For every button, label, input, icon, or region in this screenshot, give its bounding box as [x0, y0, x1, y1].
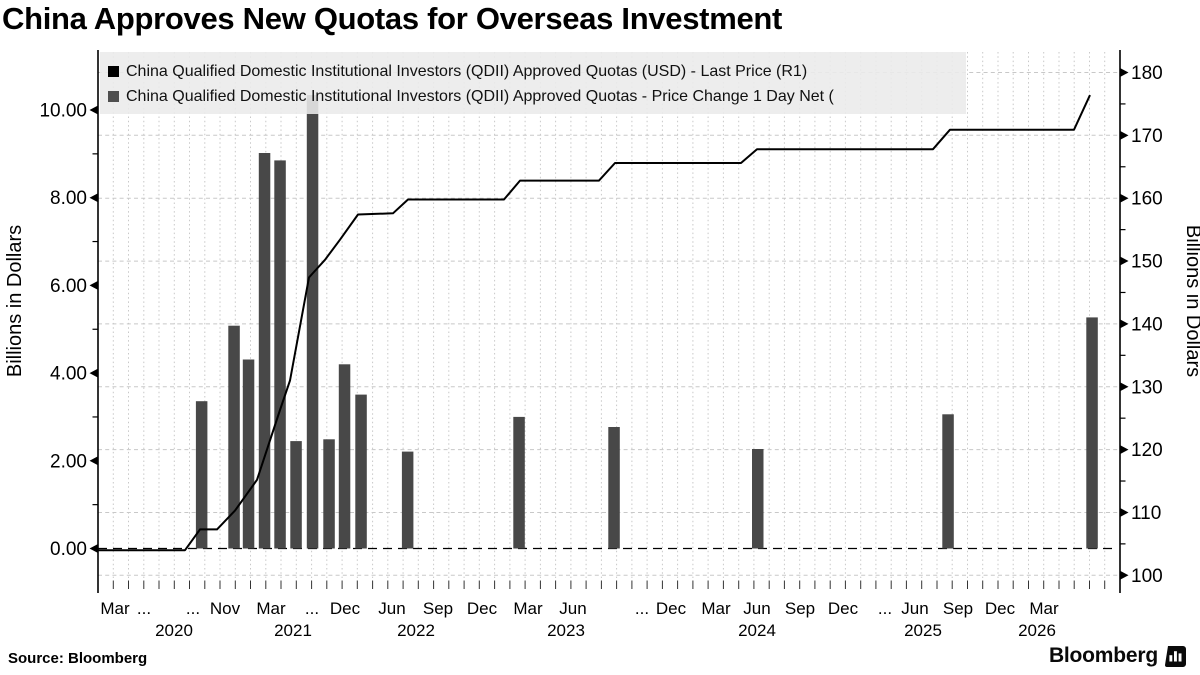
right-axis-tick-label: 170 [1131, 126, 1163, 147]
legend-label-line: China Qualified Domestic Institutional I… [126, 62, 808, 80]
x-tick-label: Jun [559, 599, 586, 618]
legend-swatch-bars-icon [108, 90, 119, 102]
x-tick-label: Mar [701, 599, 731, 618]
bar [355, 394, 367, 549]
x-tick-label: Mar [513, 599, 543, 618]
right-axis-tick-label: 130 [1131, 377, 1163, 398]
bloomberg-brand: Bloomberg [1049, 644, 1186, 668]
x-tick-label: Dec [467, 599, 498, 618]
x-tick-label: Dec [656, 599, 687, 618]
bloomberg-wordmark: Bloomberg [1048, 644, 1158, 667]
x-tick-label: Dec [828, 599, 859, 618]
right-axis-tick-label: 150 [1131, 252, 1163, 273]
bar [195, 401, 208, 549]
legend-item-bars: China Qualified Domestic Institutional I… [108, 85, 958, 108]
right-axis-tick-label: 180 [1131, 63, 1163, 84]
x-year-label: 2025 [904, 621, 942, 640]
x-year-label: 2021 [274, 621, 312, 640]
bar [401, 451, 414, 549]
left-axis-tick-label: 8.00 [50, 188, 87, 209]
x-tick-label: ... [878, 599, 892, 618]
x-tick-label: Sep [943, 599, 973, 618]
left-axis-title: Billions in Dollars [4, 225, 26, 377]
x-year-label: 2020 [155, 621, 193, 640]
x-tick-label: Jun [901, 599, 928, 618]
bar [242, 359, 255, 549]
bloomberg-terminal-icon [1165, 645, 1186, 667]
right-axis-title: Billions in Dollars [1182, 225, 1200, 377]
x-tick-label: ... [186, 599, 200, 618]
right-axis-tick-label: 100 [1131, 566, 1163, 587]
x-tick-label: Sep [785, 599, 815, 618]
bars-series [195, 95, 1098, 549]
x-tick-label: ... [635, 599, 649, 618]
bar [338, 364, 351, 549]
x-tick-label: Dec [985, 599, 1016, 618]
bar [513, 416, 525, 549]
bar [290, 441, 302, 549]
left-axis-tick-label: 4.00 [50, 364, 87, 385]
bar [258, 153, 271, 549]
left-axis-tick-label: 0.00 [50, 539, 87, 560]
x-tick-label: Jun [743, 599, 770, 618]
legend-label-bars: China Qualified Domestic Institutional I… [126, 87, 834, 105]
bar [274, 160, 286, 549]
legend: China Qualified Domestic Institutional I… [100, 52, 966, 114]
x-axis: Mar...... Nov Mar... Dec Jun Sep Dec Mar Jun... D… [100, 599, 1059, 640]
x-tick-label: Nov [210, 599, 241, 618]
left-axis-tick-label: 10.00 [39, 101, 87, 122]
x-year-label: 2023 [547, 621, 585, 640]
left-axis-tick-label: 6.00 [50, 276, 87, 297]
bar [306, 95, 319, 549]
line-series [98, 94, 1091, 552]
source-credit: Source: Bloomberg [8, 650, 148, 667]
page-title: China Approves New Quotas for Overseas I… [2, 1, 783, 36]
right-axis-tick-label: 110 [1131, 503, 1161, 524]
x-year-label: 2026 [1018, 621, 1056, 640]
right-axis-tick-label: 140 [1131, 314, 1163, 335]
x-tick-label: Mar [256, 599, 286, 618]
bar [942, 414, 954, 549]
right-axis-tick-label: 120 [1131, 440, 1163, 461]
x-tick-label: ... [305, 599, 319, 618]
bar [752, 449, 764, 549]
bar [608, 427, 620, 549]
legend-item-line: China Qualified Domestic Institutional I… [108, 60, 958, 83]
legend-swatch-line-icon [108, 65, 119, 77]
left-axis-tick-label: 2.00 [50, 451, 87, 472]
x-tick-label: Sep [423, 599, 453, 618]
x-tick-label: Dec [330, 599, 361, 618]
x-tick-label: Mar [1029, 599, 1059, 618]
bar [228, 325, 240, 549]
right-axis-tick-label: 160 [1131, 189, 1163, 210]
right-axis: 100 110 120 130 140 150 160 170 180 [1120, 63, 1163, 587]
x-tick-label: Jun [378, 599, 405, 618]
x-year-label: 2024 [738, 621, 776, 640]
bar [1086, 317, 1098, 549]
bar [323, 439, 335, 549]
left-axis: 0.00 2.00 4.00 6.00 8.00 10.00 [39, 101, 98, 560]
x-tick-label: Mar [100, 599, 130, 618]
x-tick-label: ... [137, 599, 151, 618]
x-year-label: 2022 [397, 621, 435, 640]
